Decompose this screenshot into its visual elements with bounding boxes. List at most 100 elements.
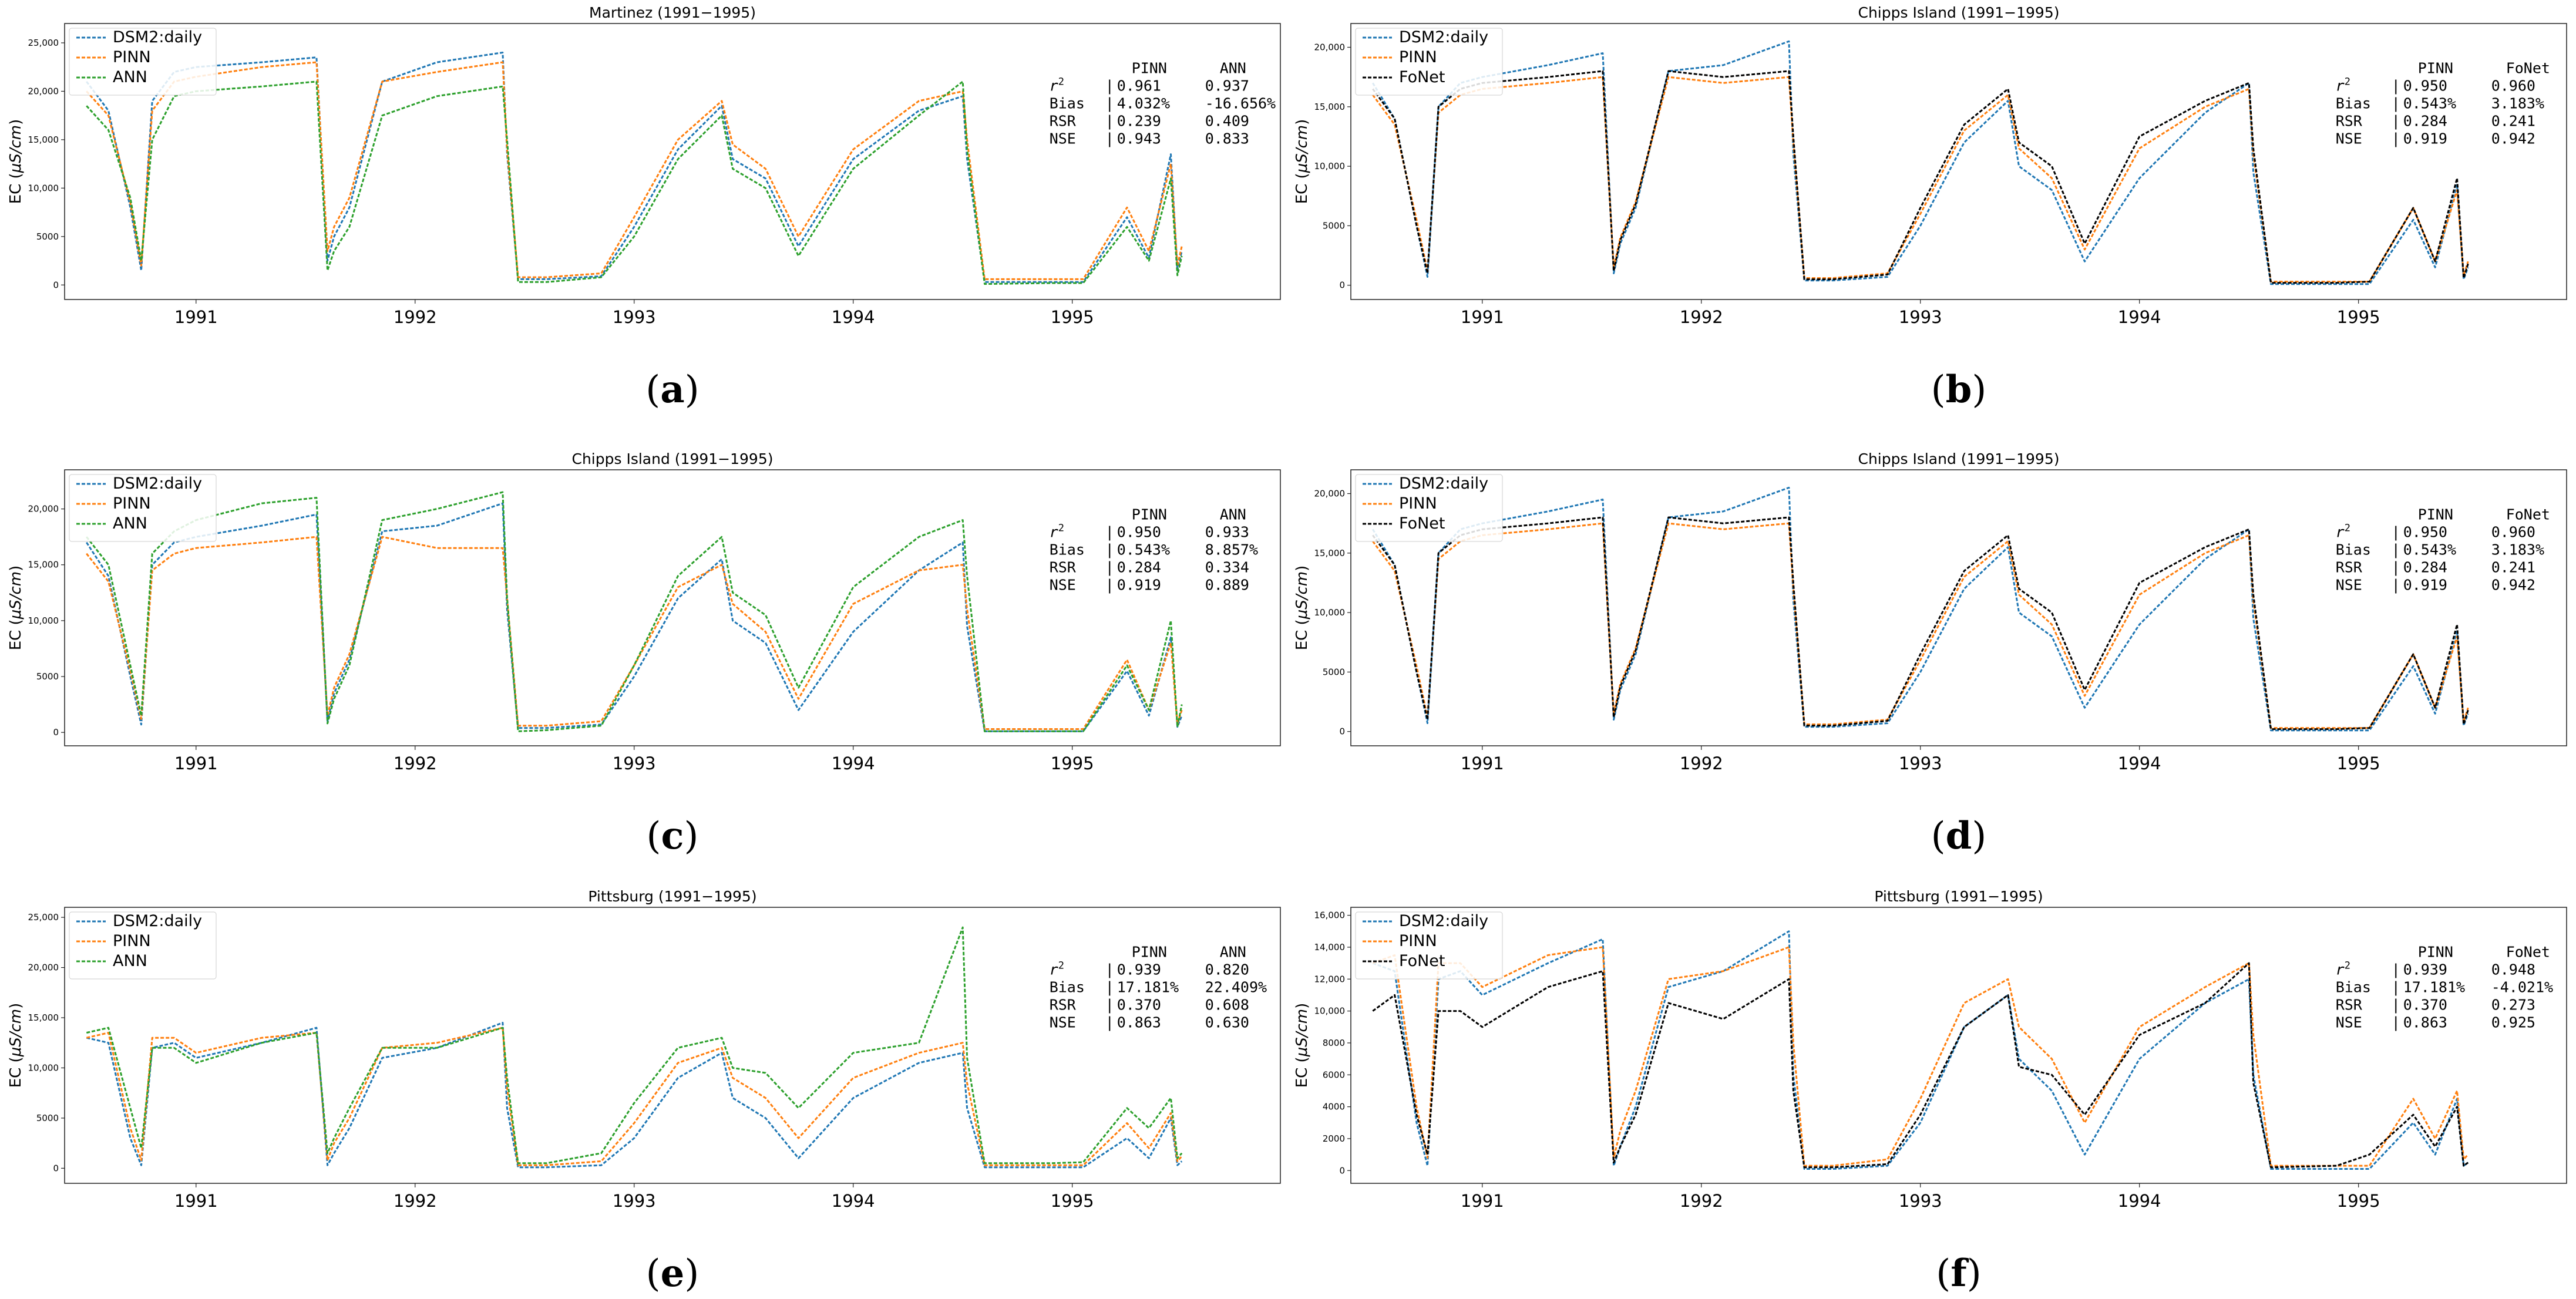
stats-value: 3.183% — [2491, 541, 2544, 558]
x-tick-label: 1994 — [2118, 1191, 2161, 1211]
stats-separator: | — [1105, 541, 1114, 558]
stats-row-label-bias: Bias — [2336, 541, 2371, 558]
stats-separator: | — [2392, 559, 2400, 576]
y-tick-label: 15,000 — [28, 560, 59, 570]
stats-row-label-superscript: 2 — [1058, 523, 1064, 534]
stats-header: FoNet — [2506, 944, 2550, 961]
series-line-dsm2-daily — [86, 502, 1183, 732]
y-axis-label-prefix: EC ( — [1293, 619, 1311, 650]
stats-row-label-text: r — [2336, 524, 2345, 541]
stats-row-label-rsr: RSR — [1050, 113, 1077, 130]
stats-row-label-rsr: RSR — [2336, 997, 2363, 1014]
x-tick-label: 1992 — [394, 307, 437, 327]
legend-label: PINN — [1399, 494, 1437, 513]
y-tick-label: 0 — [1339, 280, 1345, 291]
stats-row-label-text: RSR — [2336, 113, 2363, 130]
panel-caption: (a) — [645, 368, 699, 412]
stats-separator: | — [1105, 130, 1114, 147]
stats-row-label-r2: r2 — [2336, 523, 2350, 541]
series-line-fonet — [1372, 962, 2469, 1169]
y-tick-label: 0 — [1339, 726, 1345, 737]
stats-value: 0.960 — [2491, 524, 2535, 541]
y-axis-label: EC (μS/cm) — [7, 1003, 25, 1088]
stats-value: 4.032% — [1117, 95, 1170, 112]
stats-separator: | — [1105, 1014, 1114, 1031]
y-tick-label: 5000 — [36, 1113, 59, 1123]
stats-row-label-text: RSR — [2336, 559, 2363, 576]
series-line-pinn — [86, 536, 1183, 730]
x-tick-label: 1991 — [174, 307, 218, 327]
y-tick-label: 20,000 — [28, 963, 59, 973]
series-line-pinn — [1372, 946, 2469, 1167]
stats-value: 0.284 — [2403, 559, 2447, 576]
y-tick-label: 20,000 — [1314, 42, 1346, 53]
panel-caption-letter: e — [661, 1251, 685, 1295]
axes-frame — [1350, 907, 2567, 1184]
legend-label: ANN — [113, 514, 147, 533]
x-tick-label: 1995 — [1051, 307, 1094, 327]
stats-value: 0.370 — [2403, 997, 2447, 1014]
legend-label: PINN — [1399, 48, 1437, 66]
y-axis-label: EC (μS/cm) — [1293, 1003, 1311, 1088]
y-tick-label: 20,000 — [1314, 489, 1346, 499]
chart-panel-f: Pittsburg (1991−1995) EC (μS/cm) 0 2000 4000… — [1293, 888, 2567, 1295]
y-tick-label: 0 — [1339, 1165, 1345, 1176]
y-axis-label-suffix: ) — [1293, 119, 1311, 125]
stats-value: 0.943 — [1117, 130, 1161, 147]
legend-box — [1355, 28, 1503, 96]
stats-row-label-text: r — [1050, 78, 1058, 95]
y-tick-label: 6000 — [1323, 1069, 1345, 1080]
stats-value: 0.942 — [2491, 577, 2535, 594]
y-tick-label: 10,000 — [1314, 607, 1346, 618]
stats-value: 0.273 — [2491, 997, 2535, 1014]
stats-row-label-nse: NSE — [2336, 130, 2362, 147]
x-tick-label: 1993 — [1899, 753, 1942, 773]
y-tick-label: 20,000 — [28, 86, 59, 96]
stats-value: 0.543% — [2403, 95, 2456, 112]
legend-label: FoNet — [1399, 514, 1445, 533]
x-tick-label: 1993 — [1899, 307, 1942, 327]
stats-row-label-text: RSR — [2336, 997, 2363, 1014]
y-tick-label: 10,000 — [1314, 1006, 1346, 1017]
x-tick-label: 1993 — [613, 753, 656, 773]
y-tick-label: 15,000 — [28, 134, 59, 145]
stats-value: 0.939 — [2403, 961, 2447, 978]
x-tick-label: 1992 — [1680, 1191, 1723, 1211]
stats-separator: | — [1105, 78, 1114, 95]
stats-separator: | — [1105, 559, 1114, 576]
y-axis-label-unit: μS/cm — [1293, 1009, 1311, 1057]
stats-row-label-rsr: RSR — [1050, 559, 1077, 576]
series-line-dsm2-daily — [86, 1022, 1183, 1169]
stats-value: 0.543% — [1117, 541, 1170, 558]
x-tick-label: 1991 — [1461, 753, 1504, 773]
stats-row-label-superscript: 2 — [1058, 960, 1064, 972]
chart-panel-e: Pittsburg (1991−1995) EC (μS/cm) 0 5000 10,0… — [7, 888, 1281, 1295]
stats-row-label-r2: r2 — [2336, 76, 2350, 95]
stats-header: ANN — [1220, 506, 1246, 523]
x-tick-label: 1995 — [2337, 307, 2380, 327]
y-tick-label: 25,000 — [28, 38, 59, 48]
stats-value: 17.181% — [1117, 979, 1179, 996]
x-tick-label: 1991 — [174, 753, 218, 773]
legend-label: PINN — [1399, 932, 1437, 950]
y-tick-label: 15,000 — [1314, 548, 1346, 558]
stats-value: 0.863 — [2403, 1014, 2447, 1031]
stats-value: 0.630 — [1205, 1014, 1249, 1031]
y-tick-label: 4000 — [1323, 1102, 1345, 1112]
chart-title: Pittsburg (1991−1995) — [1874, 888, 2043, 905]
y-axis-label: EC (μS/cm) — [7, 566, 25, 651]
legend: DSM2:daily PINN ANN — [69, 911, 217, 980]
stats-row-label-text: Bias — [1050, 541, 1085, 558]
stats-header: PINN — [2418, 60, 2453, 77]
stats-row-label-rsr: RSR — [2336, 113, 2363, 130]
stats-value: 0.543% — [2403, 541, 2456, 558]
stats-row-label-text: NSE — [2336, 577, 2362, 594]
stats-value: 0.241 — [2491, 113, 2535, 130]
stats-separator: | — [2392, 961, 2400, 978]
y-tick-label: 14,000 — [1314, 942, 1346, 953]
